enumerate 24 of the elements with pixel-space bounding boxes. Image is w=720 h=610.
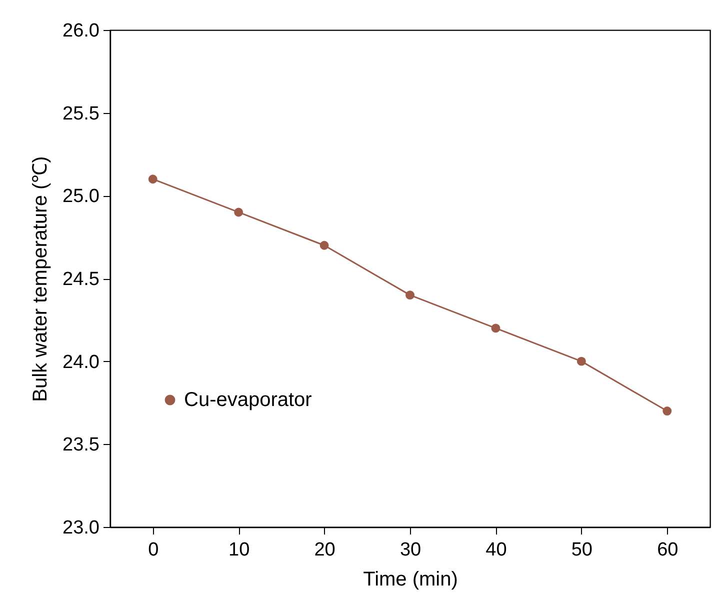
y-tick-label: 24.0	[62, 352, 100, 373]
y-tick-label: 24.5	[62, 269, 100, 290]
point	[234, 208, 244, 217]
x-tick-label: 50	[571, 540, 592, 560]
x-tick-label: 20	[314, 540, 336, 560]
y-tick-label: 26.0	[62, 20, 100, 42]
x-tick-label: 10	[228, 540, 250, 560]
x-axis-title: Time (min)	[363, 568, 458, 590]
legend-label: Cu-evaporator	[184, 389, 312, 411]
point	[148, 174, 158, 184]
x-tick-label: 30	[400, 540, 422, 560]
y-tick-label: 23.0	[62, 518, 100, 538]
y-tick-label: 23.5	[62, 434, 100, 456]
x-tick-label: 0	[148, 540, 159, 560]
point	[491, 324, 500, 333]
x-tick-label: 60	[657, 540, 678, 560]
point	[406, 290, 414, 300]
y-axis-title: Bulk water temperature (℃)	[30, 156, 52, 402]
x-tick-label: 40	[486, 540, 507, 560]
y-tick-label: 25.5	[62, 103, 100, 124]
point	[576, 356, 586, 366]
point	[320, 240, 329, 250]
y-tick-label: 25.0	[62, 186, 100, 208]
point	[662, 406, 672, 416]
